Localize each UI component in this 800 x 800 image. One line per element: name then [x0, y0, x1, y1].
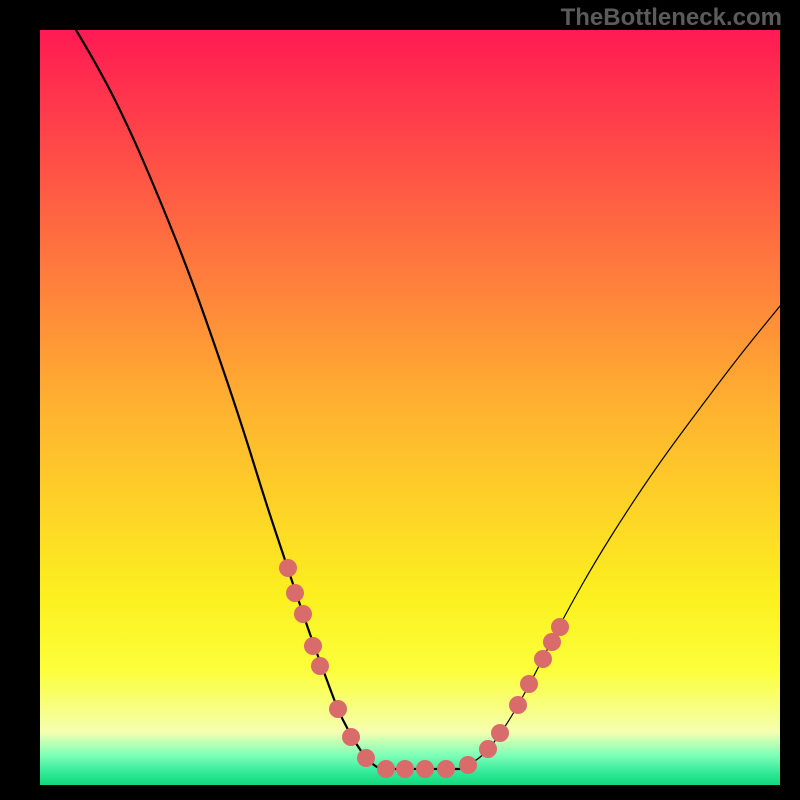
data-marker	[279, 559, 297, 577]
plot-gradient-area	[40, 30, 780, 785]
data-marker	[479, 740, 497, 758]
curve-ascending-right	[460, 306, 780, 769]
bottleneck-curve-chart	[40, 30, 780, 785]
data-marker	[304, 637, 322, 655]
data-marker	[396, 760, 414, 778]
curve-descending-left	[76, 30, 385, 769]
watermark-text: TheBottleneck.com	[561, 4, 782, 32]
data-marker	[357, 749, 375, 767]
data-marker	[534, 650, 552, 668]
data-marker	[520, 675, 538, 693]
data-marker	[294, 605, 312, 623]
data-marker	[311, 657, 329, 675]
data-marker	[329, 700, 347, 718]
data-marker	[377, 760, 395, 778]
data-marker	[416, 760, 434, 778]
data-marker	[459, 756, 477, 774]
data-marker	[286, 584, 304, 602]
data-marker	[437, 760, 455, 778]
data-marker	[342, 728, 360, 746]
data-marker	[509, 696, 527, 714]
data-marker	[491, 724, 509, 742]
data-markers-group	[279, 559, 569, 778]
data-marker	[551, 618, 569, 636]
